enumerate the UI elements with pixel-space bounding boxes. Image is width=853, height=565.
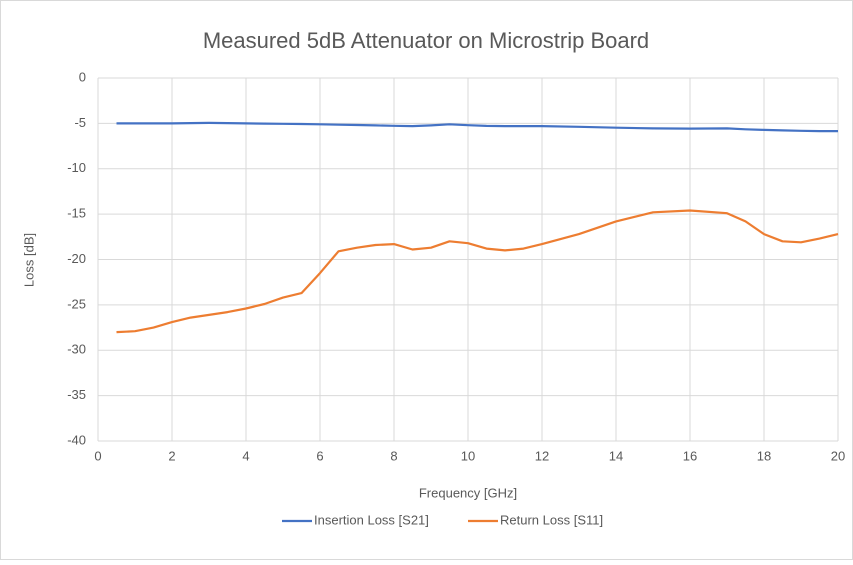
y-tick-label: -25 <box>67 296 86 311</box>
y-tick-label: -10 <box>67 160 86 175</box>
legend-label: Insertion Loss [S21] <box>314 512 429 527</box>
x-tick-label: 18 <box>757 448 771 463</box>
legend-label: Return Loss [S11] <box>500 512 603 527</box>
x-tick-label: 14 <box>609 448 623 463</box>
chart-title: Measured 5dB Attenuator on Microstrip Bo… <box>203 28 649 53</box>
x-tick-label: 20 <box>831 448 845 463</box>
y-tick-label: -40 <box>67 432 86 447</box>
x-tick-label: 0 <box>94 448 101 463</box>
y-axis-label: Loss [dB] <box>21 233 36 287</box>
y-tick-label: -15 <box>67 206 86 221</box>
x-tick-label: 4 <box>242 448 249 463</box>
y-tick-label: -30 <box>67 342 86 357</box>
x-tick-label: 10 <box>461 448 475 463</box>
series-line <box>116 209 839 334</box>
x-tick-label: 6 <box>316 448 323 463</box>
y-tick-label: 0 <box>79 69 86 84</box>
x-axis-label: Frequency [GHz] <box>419 485 517 500</box>
x-tick-label: 12 <box>535 448 549 463</box>
series-line <box>116 121 838 133</box>
y-tick-label: -20 <box>67 251 86 266</box>
x-tick-label: 2 <box>168 448 175 463</box>
y-tick-label: -35 <box>67 387 86 402</box>
y-tick-label: -5 <box>74 115 86 130</box>
x-tick-label: 16 <box>683 448 697 463</box>
x-tick-label: 8 <box>390 448 397 463</box>
